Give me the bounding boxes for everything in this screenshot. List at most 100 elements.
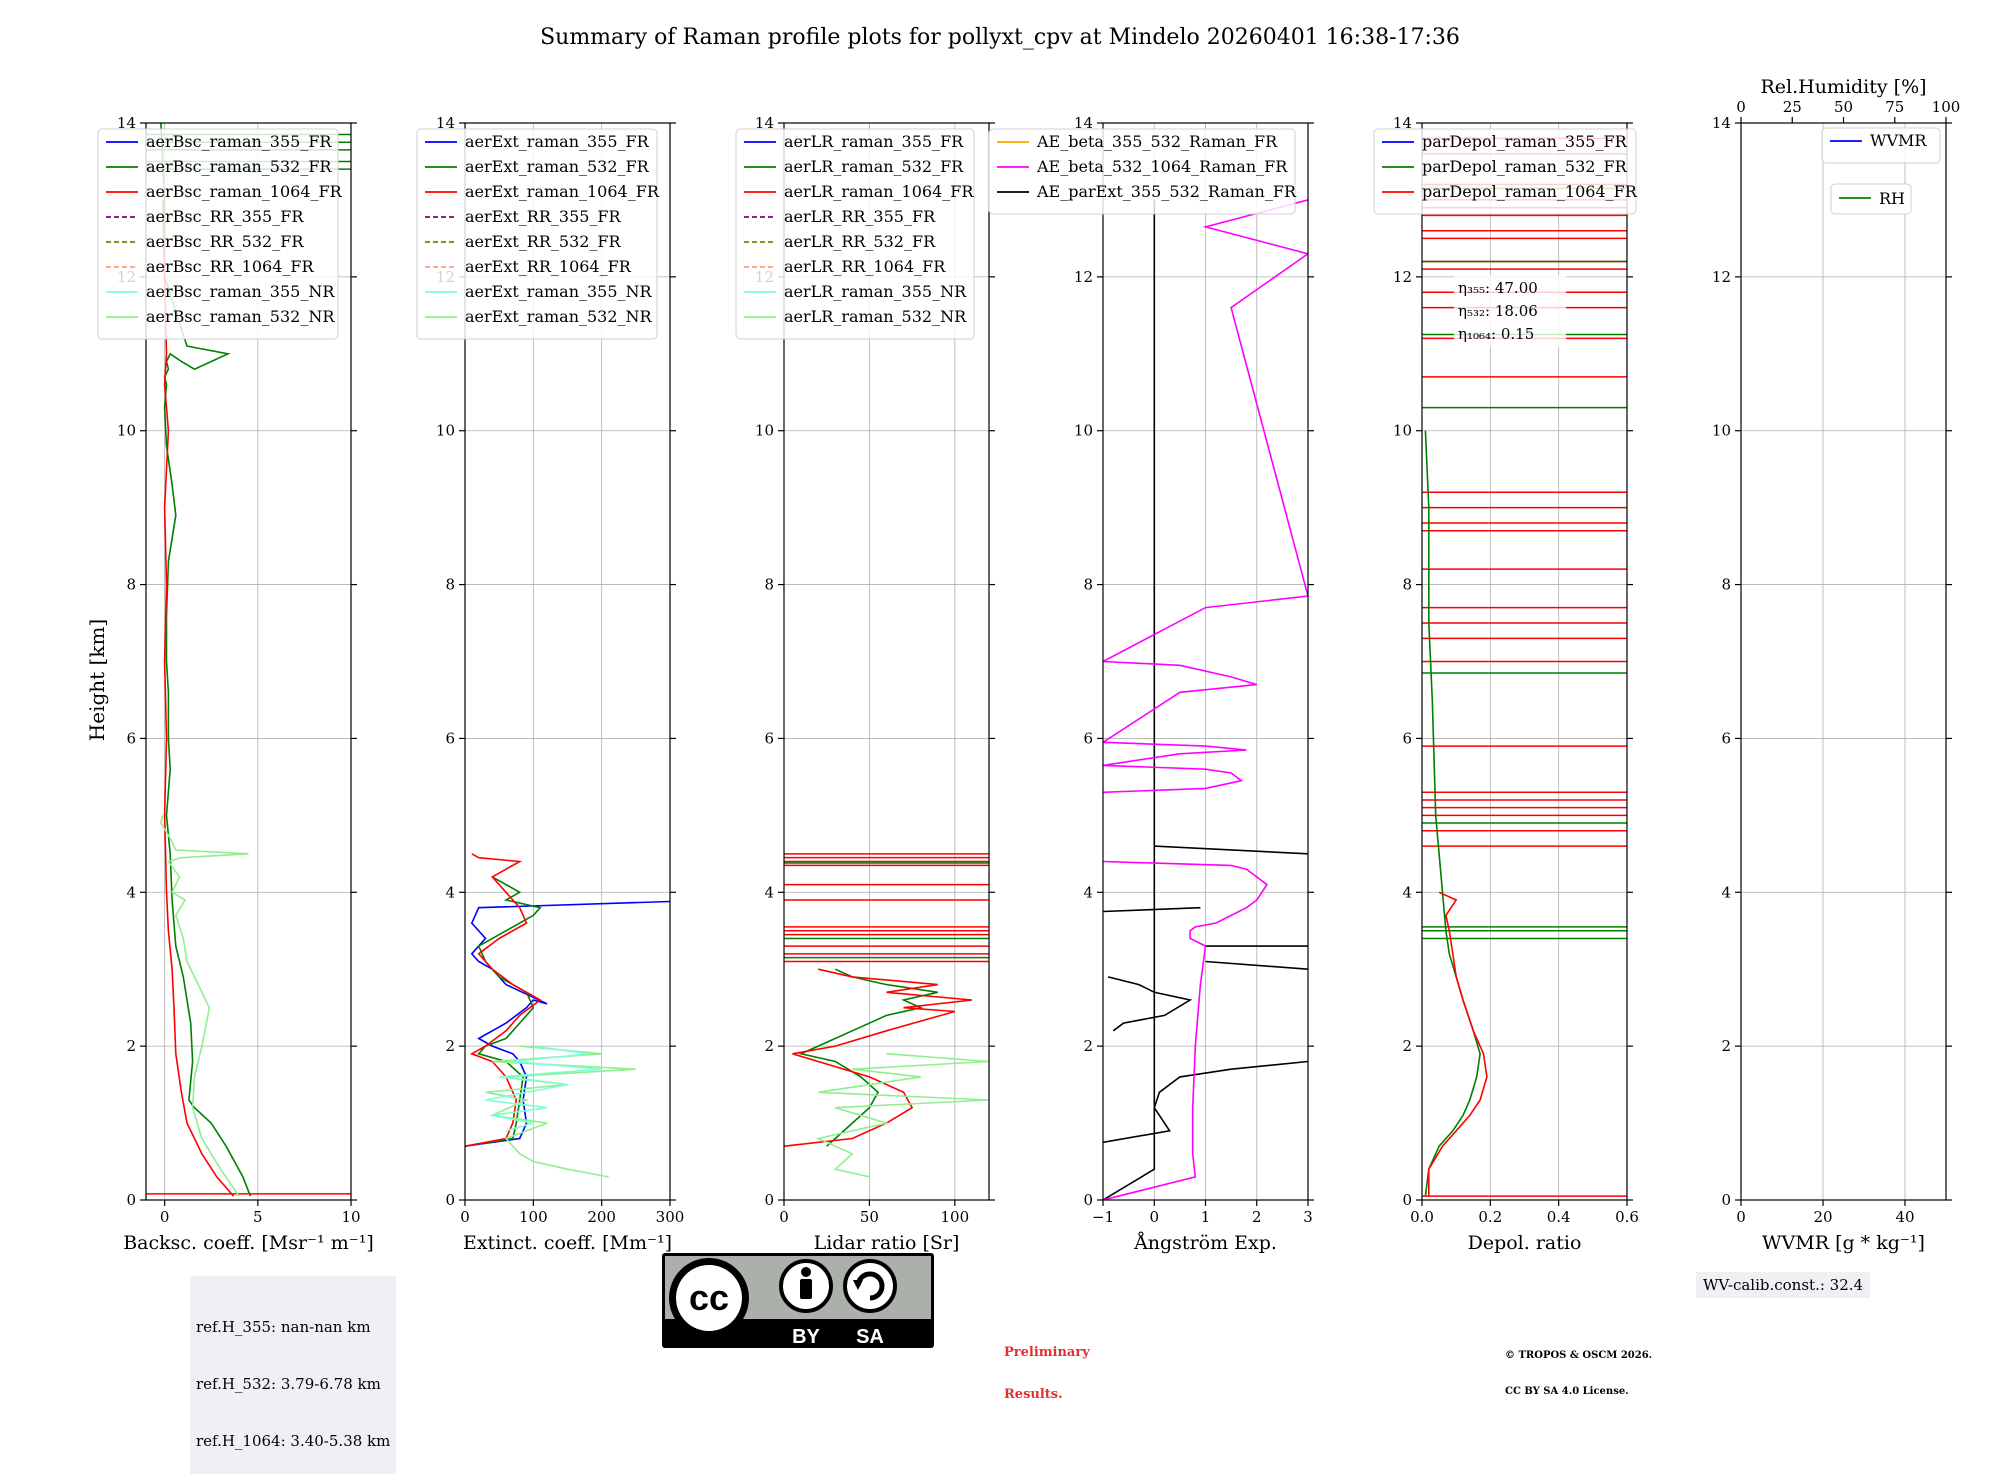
y-tick-label: 12 [1074, 268, 1093, 286]
legend-label: aerExt_raman_1064_FR [465, 182, 660, 201]
axes-frame [1421, 122, 1628, 1201]
legend-lr: aerLR_raman_355_FR aerLR_raman_532_FR aerL… [735, 128, 975, 340]
x-axis-label-ae: Ångström Exp. [1133, 1232, 1277, 1254]
y-tick-label: 8 [1402, 576, 1412, 594]
plot-area-ae [1103, 199, 1308, 1200]
copyright-note: © TROPOS & OSCM 2026. CC BY SA 4.0 Licen… [1505, 1326, 1652, 1410]
y-tick-label: 0 [1721, 1191, 1731, 1209]
legend-label: aerBsc_raman_532_FR [146, 157, 332, 176]
series-line-aerExt_raman_355_FR [465, 900, 670, 1147]
y-tick-label: 14 [436, 114, 455, 132]
wv-calibration-box: WV-calib.const.: 32.4 [1696, 1272, 1871, 1298]
panel-lr: 02468101214050100Lidar ratio [Sr]aerLR_r… [735, 114, 995, 1254]
y-tick-label: 14 [1393, 114, 1412, 132]
series-line-AE_parExt_355_532_Raman_FR [1103, 1060, 1308, 1144]
y-tick-label: 4 [1402, 883, 1412, 901]
figure-title: Summary of Raman profile plots for polly… [540, 25, 1460, 50]
y-tick-label: 14 [1074, 114, 1093, 132]
y-tick-label: 0 [126, 1191, 136, 1209]
y-tick-label: 8 [1083, 576, 1093, 594]
x-tick-label: 2 [1252, 1208, 1262, 1226]
x-axis-label-ext: Extinct. coeff. [Mm⁻¹] [463, 1232, 672, 1254]
legend-label: WVMR [1870, 131, 1927, 150]
panel-wv: 0 2 4 6 8 10 12 14 0 20 40 WVMR [g * kg⁻¹] 0 25 50 75 10… [1712, 76, 1960, 1254]
legend-label: aerBsc_RR_1064_FR [146, 257, 315, 276]
legend-label: aerExt_RR_355_FR [465, 207, 622, 226]
x-axis-label-bsc: Backsc. coeff. [Msr⁻¹ m⁻¹] [123, 1232, 374, 1254]
series-line-aerLR_raman_1064_FR [784, 968, 972, 1147]
y-tick-label: 10 [1712, 422, 1731, 440]
figure-canvas: Summary of Raman profile plots for polly… [85, 25, 1960, 1348]
y-tick-label: 2 [764, 1037, 774, 1055]
legend-ext: aerExt_raman_355_FR aerExt_raman_532_FRae… [416, 128, 660, 340]
x-tick-label: 0 [1149, 1208, 1159, 1226]
legend-label: aerLR_raman_355_NR [784, 282, 967, 301]
top-x-axis-label: Rel.Humidity [%] [1760, 76, 1926, 98]
y-tick-label: 10 [1074, 422, 1093, 440]
ref-height-355: ref.H_355: nan-nan km [196, 1318, 371, 1336]
series-line-AE_parExt_355_532_Raman_FR [1103, 845, 1308, 1200]
x-tick-label: 3 [1303, 1208, 1313, 1226]
axes-frame [145, 122, 352, 1201]
x-tick-label: 100 [519, 1208, 548, 1226]
x-tick-label: 0 [460, 1208, 470, 1226]
legend-label: aerLR_raman_532_FR [784, 157, 964, 176]
y-tick-label: 6 [445, 729, 455, 747]
legend-label: aerBsc_RR_355_FR [146, 207, 304, 226]
eta-box [1454, 275, 1566, 347]
legend-label: AE_beta_355_532_Raman_FR [1036, 132, 1278, 151]
legend-label: parDepol_raman_355_FR [1422, 132, 1628, 151]
x-tick-label: 300 [656, 1208, 685, 1226]
legend-label: aerLR_RR_355_FR [784, 207, 936, 226]
y-tick-label: 0 [445, 1191, 455, 1209]
series-line-aerLR_raman_532_FR [798, 968, 938, 1147]
y-tick-label: 2 [1402, 1037, 1412, 1055]
series-line-aerExt_raman_532_FR [465, 876, 542, 1147]
series-line-aerExt_raman_1064_FR [465, 853, 542, 1147]
series-line-AE_parExt_355_532_Raman_FR [1103, 906, 1201, 913]
y-tick-label: 6 [1402, 729, 1412, 747]
legend-rh: RH [1830, 183, 1912, 215]
series-line-AE_parExt_355_532_Raman_FR [1205, 960, 1308, 970]
series-line-aerBsc_raman_1064_FR [162, 199, 235, 1197]
top-x-tick-label: 25 [1783, 98, 1802, 116]
y-tick-label: 10 [436, 422, 455, 440]
y-tick-label: 2 [445, 1037, 455, 1055]
legend-label: aerExt_RR_1064_FR [465, 257, 632, 276]
legend-box [1373, 128, 1637, 215]
y-tick-label: 8 [764, 576, 774, 594]
x-tick-label: 1 [1201, 1208, 1211, 1226]
y-tick-label: 8 [126, 576, 136, 594]
eta-value: η₅₃₂: 18.06 [1458, 302, 1538, 320]
y-tick-label: 2 [1083, 1037, 1093, 1055]
legend-box [1821, 127, 1941, 164]
y-tick-label: 0 [764, 1191, 774, 1209]
y-tick-label: 0 [1083, 1191, 1093, 1209]
eta-value: η₁₀₆₄: 0.15 [1458, 325, 1534, 343]
legend-label: aerLR_raman_355_FR [784, 132, 964, 151]
top-x-tick-label: 75 [1885, 98, 1904, 116]
cc-sa-label: SA [856, 1326, 884, 1348]
legend-label: aerExt_raman_355_NR [465, 282, 653, 301]
eta-annotations: η₃₅₅: 47.00 η₅₃₂: 18.06 η₁₀₆₄: 0.15 [1454, 275, 1566, 347]
legend-label: RH [1879, 189, 1905, 208]
y-tick-label: 4 [1721, 883, 1731, 901]
legend-label: AE_beta_532_1064_Raman_FR [1036, 157, 1288, 176]
y-tick-label: 2 [126, 1037, 136, 1055]
person-icon [801, 1267, 811, 1277]
y-tick-label: 10 [1393, 422, 1412, 440]
legend-label: aerLR_raman_1064_FR [784, 182, 974, 201]
series-line-parDepol_raman_532_FR [1424, 430, 1481, 1197]
legend-label: aerBsc_raman_532_NR [146, 307, 335, 326]
y-tick-label: 4 [1083, 883, 1093, 901]
legend-label: AE_parExt_355_532_Raman_FR [1036, 182, 1297, 201]
preliminary-line-1: Preliminary [1004, 1345, 1090, 1360]
preliminary-results-note: Preliminary Results. [1004, 1318, 1090, 1416]
legend-label: aerExt_raman_532_NR [465, 307, 653, 326]
y-tick-label: 14 [117, 114, 136, 132]
plot-area-ext [465, 853, 670, 1178]
x-axis-label-lr: Lidar ratio [Sr] [814, 1232, 960, 1254]
y-tick-label: 6 [1721, 729, 1731, 747]
copyright-line-1: © TROPOS & OSCM 2026. [1505, 1350, 1653, 1361]
y-tick-label: 6 [1083, 729, 1093, 747]
